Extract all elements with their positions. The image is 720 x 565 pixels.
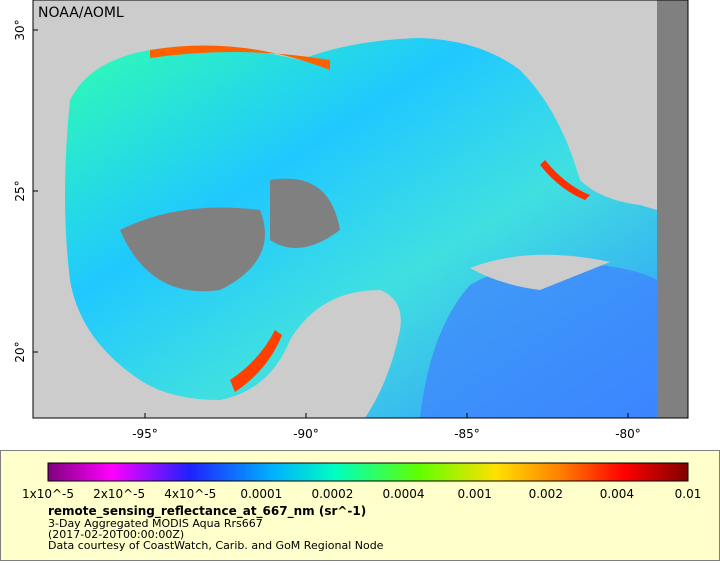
caribbean-water xyxy=(420,262,657,418)
cuba xyxy=(470,254,610,290)
no-data-strip xyxy=(657,0,688,418)
colorbar-label: 2x10^-5 xyxy=(93,487,145,501)
coastal-high xyxy=(150,45,330,70)
map: NOAA/AOML xyxy=(32,0,689,419)
colorbar-label: 4x10^-5 xyxy=(164,487,216,501)
legend-line: 3-Day Aggregated MODIS Aqua Rrs667 xyxy=(48,517,263,530)
colorbar-label: 0.0004 xyxy=(383,487,425,501)
coastal-high xyxy=(540,160,590,200)
legend-line: (2017-02-20T00:00:00Z) xyxy=(48,528,184,541)
legend-line: Data courtesy of CoastWatch, Carib. and … xyxy=(48,539,384,552)
map-frame xyxy=(32,0,689,419)
colorbar-label: 0.0001 xyxy=(240,487,282,501)
colorbar-label: 0.01 xyxy=(675,487,702,501)
lon-label: -95° xyxy=(132,427,158,441)
lat-label: 25° xyxy=(13,180,27,201)
cloud-mask xyxy=(270,178,340,248)
colorbar xyxy=(47,462,689,482)
lon-label: -80° xyxy=(615,427,641,441)
credit: NOAA/AOML xyxy=(38,5,124,21)
legend-panel: 1x10^-5 2x10^-5 4x10^-5 0.0001 0.0002 0.0004 0… xyxy=(0,450,720,561)
colorbar-label: 1x10^-5 xyxy=(22,487,74,501)
colorbar-label: 0.0002 xyxy=(311,487,353,501)
colorbar-label: 0.004 xyxy=(600,487,634,501)
colorbar-label: 0.001 xyxy=(457,487,491,501)
colorbar-labels: 1x10^-5 2x10^-5 4x10^-5 0.0001 0.0002 0.0004 0… xyxy=(22,487,701,501)
colorbar-label: 0.002 xyxy=(529,487,563,501)
cloud-mask xyxy=(120,207,265,292)
lon-label: -85° xyxy=(454,427,480,441)
lat-label: 20° xyxy=(13,341,27,362)
lat-label: 30° xyxy=(13,19,27,40)
lat-axis: 30° 25° 20° xyxy=(13,19,38,363)
coastal-high xyxy=(230,330,282,392)
legend-title: remote_sensing_reflectance_at_667_nm (sr… xyxy=(48,504,366,519)
lon-label: -90° xyxy=(293,427,319,441)
lon-axis: -95° -90° -85° -80° xyxy=(132,413,641,441)
